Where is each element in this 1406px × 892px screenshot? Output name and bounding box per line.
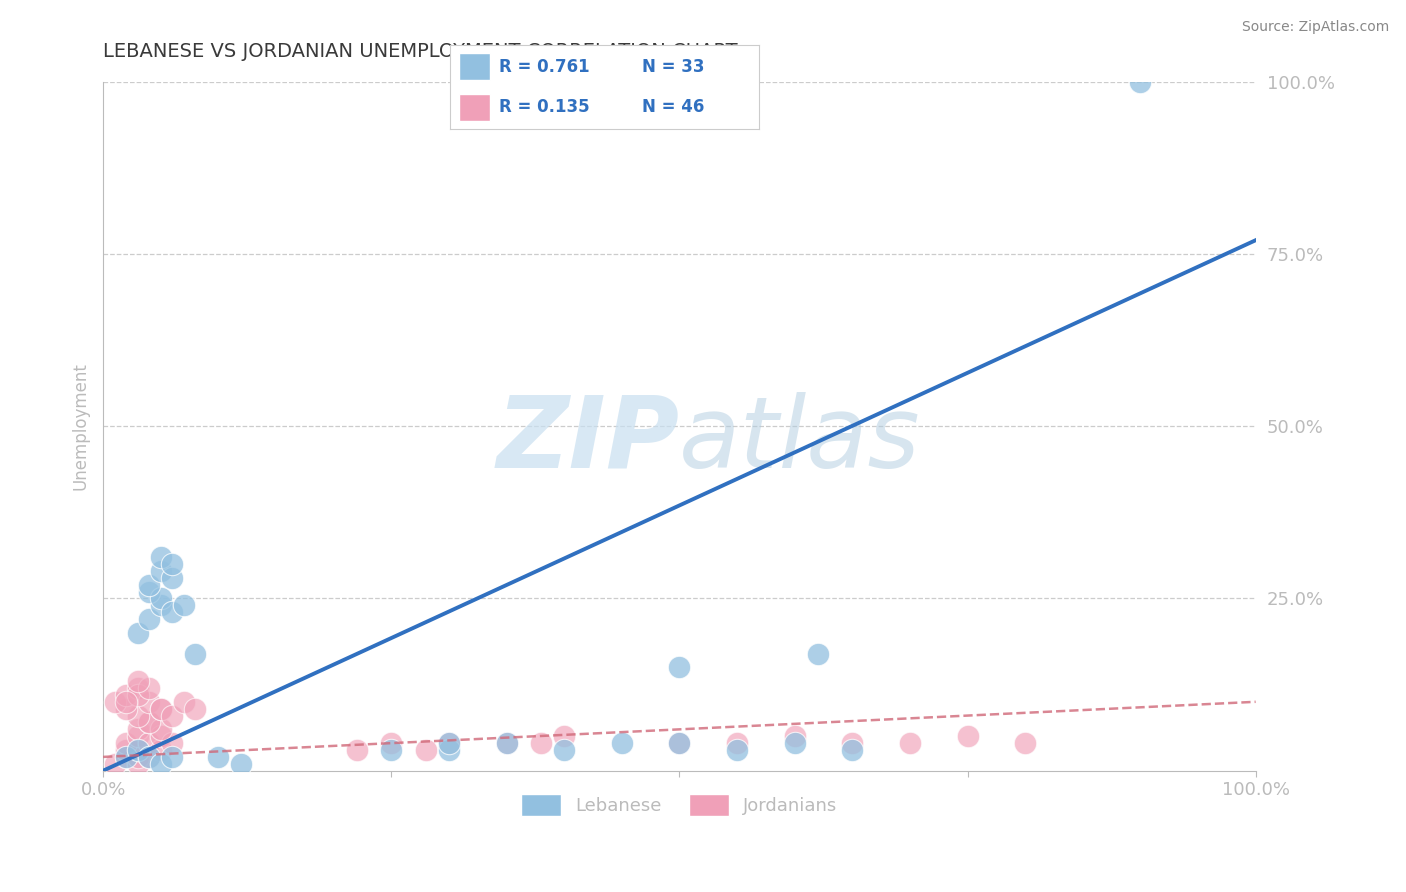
Point xyxy=(783,736,806,750)
FancyBboxPatch shape xyxy=(460,54,491,80)
Point xyxy=(437,736,460,750)
FancyBboxPatch shape xyxy=(460,94,491,120)
Point xyxy=(149,743,172,757)
Point xyxy=(162,605,184,619)
Point xyxy=(841,743,863,757)
Point xyxy=(138,750,160,764)
Point xyxy=(127,708,149,723)
Text: R = 0.761: R = 0.761 xyxy=(499,58,591,76)
Point xyxy=(162,708,184,723)
Legend: Lebanese, Jordanians: Lebanese, Jordanians xyxy=(515,788,845,823)
Point xyxy=(127,723,149,737)
Point xyxy=(115,736,138,750)
Point xyxy=(138,577,160,591)
Point xyxy=(668,736,690,750)
Point xyxy=(138,715,160,730)
Point xyxy=(807,647,830,661)
Point xyxy=(138,695,160,709)
Point xyxy=(380,736,402,750)
Point xyxy=(898,736,921,750)
Point xyxy=(437,736,460,750)
Point xyxy=(149,756,172,771)
Point xyxy=(115,743,138,757)
Point xyxy=(138,584,160,599)
Point xyxy=(668,736,690,750)
Point xyxy=(610,736,633,750)
Point xyxy=(138,681,160,695)
Text: atlas: atlas xyxy=(679,392,921,489)
Point xyxy=(495,736,517,750)
Point xyxy=(783,729,806,743)
Point xyxy=(173,599,195,613)
Point xyxy=(127,729,149,743)
Y-axis label: Unemployment: Unemployment xyxy=(72,362,89,491)
Text: Source: ZipAtlas.com: Source: ZipAtlas.com xyxy=(1241,20,1389,34)
Point xyxy=(127,743,149,757)
Point xyxy=(553,743,575,757)
Point xyxy=(149,729,172,743)
Point xyxy=(380,743,402,757)
Point xyxy=(184,701,207,715)
Point xyxy=(127,688,149,702)
Point xyxy=(138,736,160,750)
Point xyxy=(162,750,184,764)
Point xyxy=(149,723,172,737)
Point xyxy=(127,681,149,695)
Point xyxy=(956,729,979,743)
Point xyxy=(184,647,207,661)
Point xyxy=(415,743,437,757)
Point xyxy=(173,695,195,709)
Point xyxy=(207,750,229,764)
Point xyxy=(115,750,138,764)
Point xyxy=(530,736,553,750)
Point xyxy=(138,715,160,730)
Point xyxy=(162,557,184,571)
Point xyxy=(1129,75,1152,89)
Point xyxy=(115,750,138,764)
Point xyxy=(115,688,138,702)
Point xyxy=(115,695,138,709)
Point xyxy=(127,743,149,757)
Point xyxy=(725,736,748,750)
Point xyxy=(346,743,368,757)
Text: N = 46: N = 46 xyxy=(641,98,704,116)
Point xyxy=(149,591,172,606)
Point xyxy=(127,626,149,640)
Point xyxy=(162,736,184,750)
Point xyxy=(149,701,172,715)
Point xyxy=(149,701,172,715)
Point xyxy=(668,660,690,674)
Point xyxy=(149,599,172,613)
Text: R = 0.135: R = 0.135 xyxy=(499,98,591,116)
Point xyxy=(115,701,138,715)
Point xyxy=(725,743,748,757)
Point xyxy=(437,743,460,757)
Point xyxy=(1014,736,1036,750)
Text: ZIP: ZIP xyxy=(496,392,679,489)
Point xyxy=(149,564,172,578)
Point xyxy=(127,750,149,764)
Point xyxy=(149,550,172,565)
Point xyxy=(553,729,575,743)
Point xyxy=(127,756,149,771)
Point xyxy=(127,674,149,689)
Point xyxy=(138,750,160,764)
Text: LEBANESE VS JORDANIAN UNEMPLOYMENT CORRELATION CHART: LEBANESE VS JORDANIAN UNEMPLOYMENT CORRE… xyxy=(103,42,738,61)
Point xyxy=(841,736,863,750)
Point xyxy=(104,756,127,771)
Point xyxy=(138,612,160,626)
Point xyxy=(495,736,517,750)
Text: N = 33: N = 33 xyxy=(641,58,704,76)
Point xyxy=(104,695,127,709)
Point xyxy=(231,756,253,771)
Point xyxy=(162,571,184,585)
